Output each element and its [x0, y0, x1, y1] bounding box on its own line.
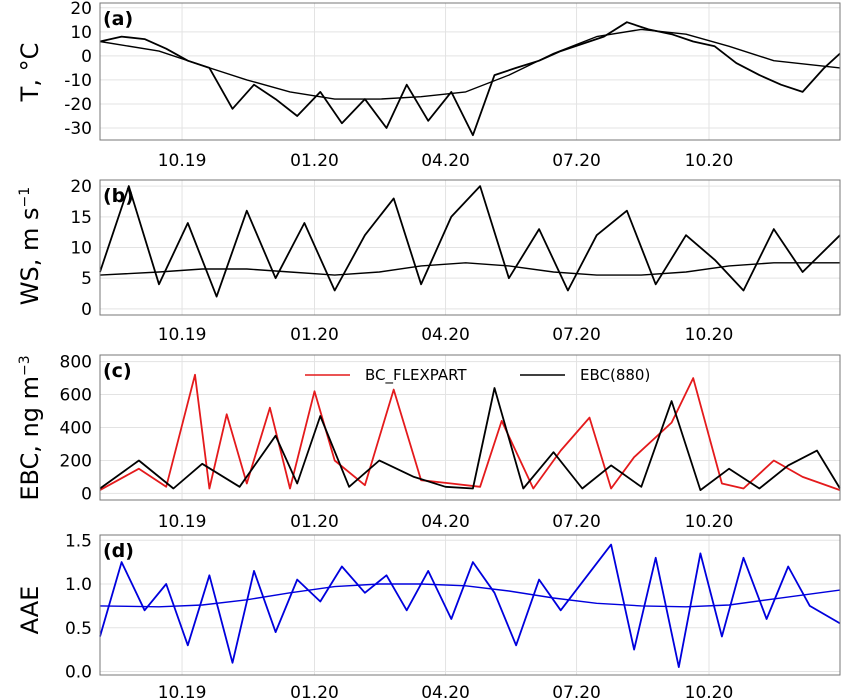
y-tick-label: 10: [70, 239, 92, 259]
series-line-smooth-1: [99, 28, 841, 100]
x-tick-label: 10.20: [685, 512, 734, 532]
series-line-daily-0: [99, 185, 841, 298]
y-axis-title: EBC, ng m−3: [16, 355, 44, 500]
y-tick-label: 20: [70, 177, 92, 197]
panel-a: 20 10 0 -10 -20 -30 10.19 01.20 04.20 07.20 10.20 T…: [16, 0, 841, 171]
y-tick-label: 15: [70, 208, 92, 228]
x-tick-label: 07.20: [552, 151, 601, 171]
panel-label: (b): [103, 185, 134, 207]
panel-b: 0 5 10 15 20 10.19 01.20 04.20 07.20 10.20 WS, m s…: [16, 177, 841, 345]
series-line-daily-0: [99, 543, 841, 668]
x-tick-label: 04.20: [421, 512, 470, 532]
x-tick-label: 04.20: [421, 325, 470, 345]
x-tick-label: 01.20: [290, 151, 339, 171]
x-tick-label: 10.19: [158, 683, 207, 700]
y-tick-label: 1.0: [65, 575, 92, 595]
x-tick-label: 07.20: [552, 683, 601, 700]
legend-label: BC_FLEXPART: [365, 366, 467, 385]
series-line-smooth-1: [99, 262, 840, 276]
panel-d: 0.0 0.5 1.0 1.5 10.19 01.20 04.20 07.20 10.20 AAE…: [16, 531, 841, 700]
legend-label: EBC(880): [580, 366, 650, 384]
y-tick-label: 1.5: [65, 531, 92, 551]
plot-frame: [99, 534, 841, 676]
plot-frame: [99, 2, 841, 141]
x-tick-label: 01.20: [290, 325, 339, 345]
x-tick-label: 01.20: [290, 512, 339, 532]
y-tick-label: 800: [60, 353, 92, 373]
x-tick-label: 01.20: [290, 683, 339, 700]
panel-label: (c): [103, 360, 132, 382]
y-tick-label: 600: [60, 386, 92, 406]
y-tick-label: 20: [70, 0, 92, 19]
y-axis-title: WS, m s−1: [16, 187, 44, 305]
y-axis-title: AAE: [16, 586, 44, 635]
y-tick-label: 5: [81, 269, 92, 289]
y-tick-label: 0.5: [65, 619, 92, 639]
x-tick-label: 10.19: [158, 512, 207, 532]
y-tick-label: -30: [64, 119, 92, 139]
plot-frame: [99, 179, 841, 316]
y-tick-label: 10: [70, 23, 92, 43]
y-tick-label: -10: [64, 71, 92, 91]
x-tick-label: 10.20: [685, 325, 734, 345]
y-tick-label: -20: [64, 95, 92, 115]
x-tick-label: 10.19: [158, 151, 207, 171]
panel-c: 0 200 400 600 800 10.19 01.20 04.20 07.20 10.20 EB…: [16, 353, 841, 532]
series-line-smooth-1: [99, 583, 841, 608]
y-tick-label: 0: [81, 300, 92, 320]
x-tick-label: 04.20: [421, 151, 470, 171]
x-tick-label: 04.20: [421, 683, 470, 700]
y-tick-label: 0.0: [65, 663, 92, 683]
x-tick-label: 10.20: [685, 683, 734, 700]
panel-label: (d): [103, 540, 134, 562]
y-tick-label: 200: [60, 451, 92, 471]
x-tick-label: 07.20: [552, 325, 601, 345]
x-tick-label: 10.20: [685, 151, 734, 171]
plot-frame: [99, 354, 841, 501]
x-tick-label: 10.19: [158, 325, 207, 345]
series-line-daily-0: [99, 21, 841, 137]
y-tick-label: 400: [60, 419, 92, 439]
panel-label: (a): [103, 8, 133, 30]
x-tick-label: 07.20: [552, 512, 601, 532]
y-tick-label: 0: [81, 47, 92, 67]
legend: BC_FLEXPART EBC(880): [305, 366, 650, 385]
y-axis-title: T, °C: [16, 43, 44, 103]
y-tick-label: 0: [81, 484, 92, 504]
series-line-ebc-880-: [99, 387, 841, 492]
series-line-bc-flexpart: [99, 373, 841, 491]
